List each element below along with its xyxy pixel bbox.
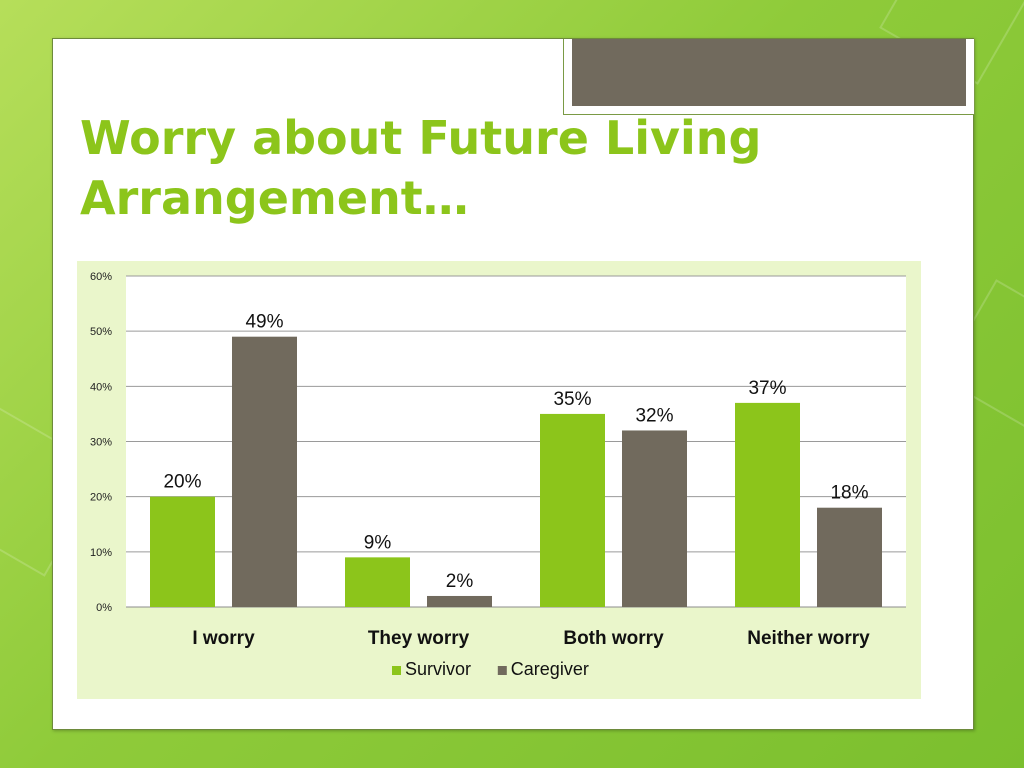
- slide-title-line-2: Arrangement…: [80, 171, 469, 225]
- data-label: 35%: [553, 389, 591, 410]
- data-label: 32%: [635, 405, 673, 426]
- y-tick-label: 10%: [90, 547, 112, 559]
- x-category-label: They worry: [368, 628, 470, 649]
- bar-survivor: [150, 496, 215, 607]
- bar-caregiver: [427, 595, 492, 607]
- bar-survivor: [735, 402, 800, 607]
- data-label: 9%: [364, 532, 392, 553]
- data-label: 49%: [245, 312, 283, 333]
- bar-survivor: [540, 413, 605, 607]
- y-tick-label: 60%: [90, 271, 112, 283]
- chart-container: 0% 10% 20% 30% 40% 50% 60% 20% 49% I worry 9% 2% The…: [77, 261, 921, 699]
- data-label: 37%: [748, 378, 786, 399]
- legend-swatch-survivor: [392, 666, 401, 675]
- legend-label-survivor: Survivor: [405, 659, 471, 679]
- title-tab-decoration: [563, 39, 975, 115]
- bar-caregiver: [232, 336, 297, 607]
- legend-swatch-caregiver: [497, 666, 507, 675]
- x-category-label: Neither worry: [747, 628, 870, 649]
- x-category-label: I worry: [192, 628, 255, 649]
- data-label: 18%: [830, 483, 868, 504]
- y-tick-label: 0%: [96, 602, 112, 614]
- bar-chart: 0% 10% 20% 30% 40% 50% 60% 20% 49% I worry 9% 2% The…: [90, 271, 906, 679]
- y-tick-label: 30%: [90, 437, 112, 449]
- title-tab-fill: [572, 39, 966, 106]
- data-label: 2%: [446, 571, 474, 592]
- bar-survivor: [345, 557, 410, 607]
- legend-label-caregiver: Caregiver: [511, 659, 589, 679]
- slide-title: Worry about Future Living Arrangement…: [80, 108, 840, 228]
- y-tick-label: 50%: [90, 326, 112, 338]
- x-category-label: Both worry: [563, 628, 664, 649]
- y-tick-label: 20%: [90, 492, 112, 504]
- slide-title-line-1: Worry about Future Living: [80, 111, 762, 165]
- data-label: 20%: [163, 472, 201, 493]
- bar-caregiver: [622, 430, 687, 607]
- y-tick-label: 40%: [90, 381, 112, 393]
- bar-caregiver: [817, 507, 882, 607]
